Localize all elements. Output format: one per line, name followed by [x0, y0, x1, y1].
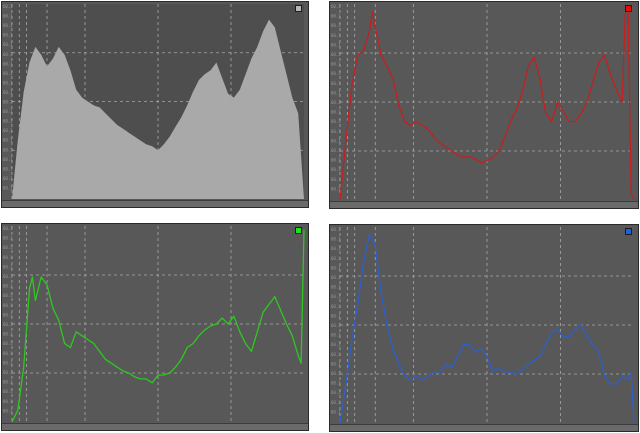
y-tick-label: 60.1 [331, 23, 341, 28]
y-tick-label: 60.1 [3, 399, 13, 404]
y-tick-label: 60.1 [331, 323, 341, 328]
y-tick-label: 60.1 [331, 81, 341, 86]
y-tick-label: 60.1 [3, 264, 13, 269]
y-tick-label: 60.1 [3, 128, 13, 133]
histogram-panel-luminance: 60.1 60.1 60.1 60.1 60.1 60.1 60.1 60.1 60.1 60.1… [1, 1, 309, 208]
y-tick-label: 60.1 [3, 226, 13, 231]
histogram-plot-blue: 60.1 60.1 60.1 60.1 60.1 60.1 60.1 60.1 60.1 60.1… [331, 227, 635, 424]
y-tick-label: 60.1 [331, 62, 341, 67]
y-tick-label: 60.1 [331, 304, 341, 309]
horizontal-scrollbar[interactable] [2, 200, 308, 207]
y-tick-label: 60.1 [331, 119, 341, 124]
y-tick-label: 60.1 [331, 294, 341, 299]
channel-toggle-red-button[interactable] [625, 5, 632, 12]
y-tick-label: 60.1 [3, 23, 13, 28]
y-tick-label: 60.1 [3, 4, 13, 9]
y-tick-label: 60.1 [331, 148, 341, 153]
y-tick-label: 60.1 [3, 380, 13, 385]
y-tick-label: 60.1 [331, 342, 341, 347]
y-tick-label: 60.1 [331, 285, 341, 290]
y-tick-label: 60.1 [331, 390, 341, 395]
y-tick-label: 60.1 [331, 313, 341, 318]
y-tick-label: 60.1 [331, 381, 341, 386]
y-tick-label: 60.1 [3, 370, 13, 375]
y-tick-label: 60.1 [3, 52, 13, 57]
y-tick-label: 60.1 [3, 360, 13, 365]
channel-toggle-luminance-button[interactable] [295, 5, 302, 12]
histogram-plot-red: 60.1 60.1 60.1 60.1 60.1 60.1 60.1 60.1 60.1 60.1… [331, 4, 635, 201]
y-tick-label: 60.1 [3, 42, 13, 47]
y-tick-label: 60.1 [331, 4, 341, 9]
horizontal-scrollbar[interactable] [2, 423, 308, 430]
y-tick-label: 60.1 [3, 119, 13, 124]
y-tick-label: 60.1 [331, 52, 341, 57]
y-tick-label: 60.1 [3, 100, 13, 105]
y-tick-label: 60.1 [331, 110, 341, 115]
y-tick-label: 60.1 [3, 274, 13, 279]
y-tick-label: 60.1 [331, 352, 341, 357]
y-tick-label: 60.1 [3, 284, 13, 289]
y-tick-label: 60.1 [331, 158, 341, 163]
y-tick-label: 60.1 [331, 129, 341, 134]
y-tick-label: 60.1 [331, 275, 341, 280]
y-tick-label: 60.1 [331, 100, 341, 105]
y-tick-label: 60.1 [3, 90, 13, 95]
y-tick-label: 60.1 [331, 90, 341, 95]
y-tick-label: 60.1 [3, 71, 13, 76]
y-tick-label: 60.1 [331, 333, 341, 338]
y-tick-label: 60.1 [3, 33, 13, 38]
y-tick-label: 60.1 [331, 227, 341, 232]
y-tick-label: 60.1 [331, 237, 341, 242]
y-tick-label: 60.1 [3, 245, 13, 250]
y-tick-label: 60.1 [3, 236, 13, 241]
histogram-plot-luminance: 60.1 60.1 60.1 60.1 60.1 60.1 60.1 60.1 60.1 60.1… [3, 4, 304, 199]
y-tick-label: 60.1 [3, 185, 13, 190]
y-tick-label: 60.1 [331, 33, 341, 38]
y-tick-label: 60.1 [331, 177, 341, 182]
y-tick-label: 60.1 [331, 138, 341, 143]
y-tick-label: 60.1 [3, 332, 13, 337]
y-tick-label: 60.1 [3, 351, 13, 356]
y-tick-label: 60.1 [3, 176, 13, 181]
y-tick-label: 60.1 [3, 408, 13, 413]
horizontal-scrollbar[interactable] [330, 424, 638, 431]
histogram-line [11, 229, 305, 423]
channel-toggle-green-button[interactable] [295, 227, 302, 234]
y-tick-label: 60.1 [3, 341, 13, 346]
y-tick-label: 60.1 [331, 256, 341, 261]
histogram-panel-red: 60.1 60.1 60.1 60.1 60.1 60.1 60.1 60.1 60.1 60.1… [329, 1, 639, 209]
y-tick-label: 60.1 [3, 80, 13, 85]
y-tick-label: 60.1 [3, 389, 13, 394]
y-tick-label: 60.1 [3, 312, 13, 317]
y-tick-label: 60.1 [3, 14, 13, 19]
y-tick-label: 60.1 [3, 157, 13, 162]
y-tick-label: 60.1 [331, 400, 341, 405]
histogram-plot-green: 60.1 60.1 60.1 60.1 60.1 60.1 60.1 60.1 60.1 60.1… [3, 226, 305, 423]
histogram-line [339, 234, 635, 424]
y-tick-label: 60.1 [3, 293, 13, 298]
y-tick-label: 60.1 [331, 265, 341, 270]
y-tick-label: 60.1 [331, 246, 341, 251]
horizontal-scrollbar[interactable] [330, 201, 638, 208]
y-tick-label: 60.1 [3, 109, 13, 114]
y-tick-label: 60.1 [331, 361, 341, 366]
y-tick-label: 60.1 [331, 71, 341, 76]
channel-toggle-blue-button[interactable] [625, 228, 632, 235]
histogram-panel-green: 60.1 60.1 60.1 60.1 60.1 60.1 60.1 60.1 60.1 60.1… [1, 223, 309, 431]
y-tick-label: 60.1 [3, 138, 13, 143]
y-tick-label: 60.1 [3, 255, 13, 260]
y-tick-label: 60.1 [331, 14, 341, 19]
y-tick-label: 60.1 [331, 167, 341, 172]
y-tick-label: 60.1 [3, 147, 13, 152]
y-tick-label: 60.1 [331, 42, 341, 47]
y-tick-label: 60.1 [331, 186, 341, 191]
y-tick-label: 60.1 [331, 409, 341, 414]
histogram-panel-blue: 60.1 60.1 60.1 60.1 60.1 60.1 60.1 60.1 60.1 60.1… [329, 224, 639, 432]
y-tick-label: 60.1 [3, 166, 13, 171]
histogram-line [339, 7, 635, 201]
y-tick-label: 60.1 [3, 322, 13, 327]
y-tick-label: 60.1 [331, 371, 341, 376]
y-tick-label: 60.1 [3, 303, 13, 308]
y-tick-label: 60.1 [3, 61, 13, 66]
